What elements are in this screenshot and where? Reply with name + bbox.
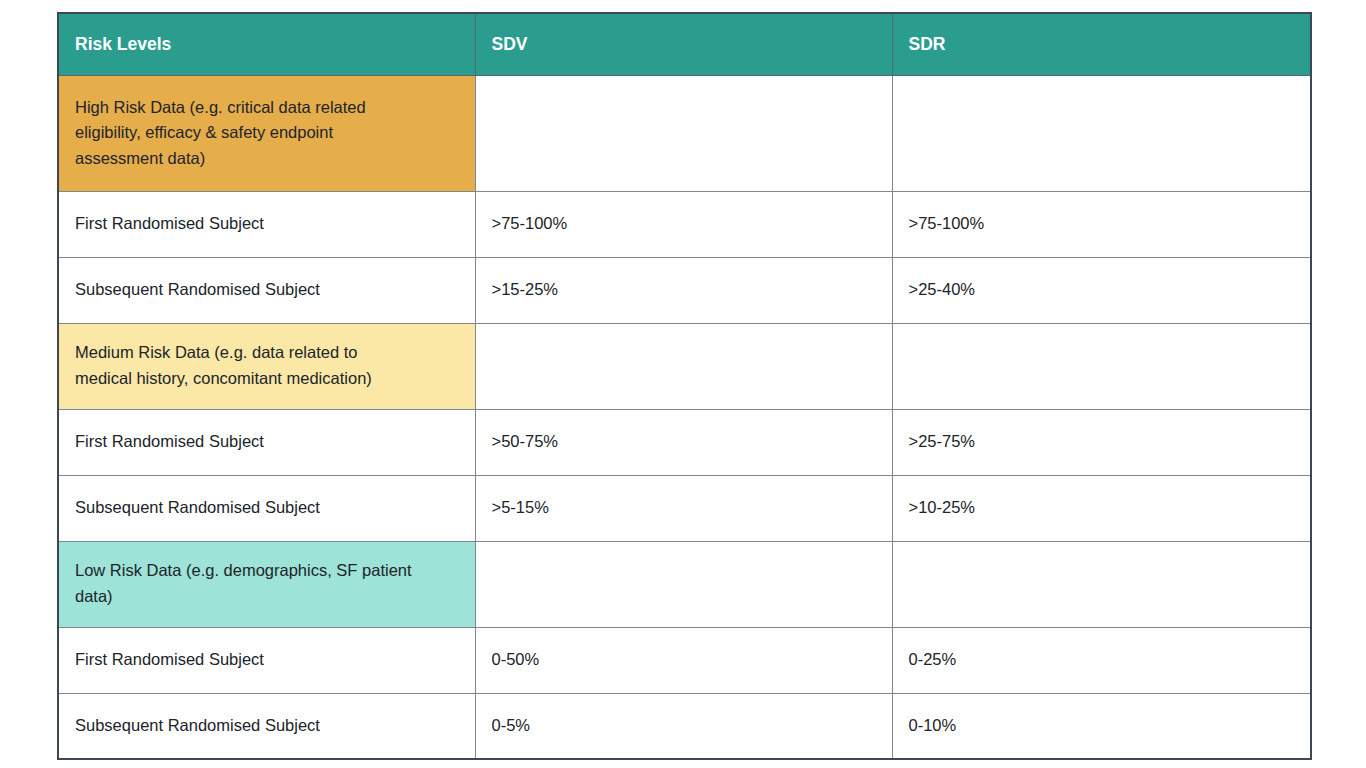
category-row-high: High Risk Data (e.g. critical data relat… — [58, 75, 1311, 191]
risk-label-cell: First Randomised Subject — [58, 191, 475, 257]
column-header-sdr: SDR — [892, 13, 1311, 75]
risk-label-cell: Subsequent Randomised Subject — [58, 257, 475, 323]
sdr-value-cell: >25-40% — [892, 257, 1311, 323]
table-row: First Randomised Subject 0-50% 0-25% — [58, 627, 1311, 693]
category-row-medium: Medium Risk Data (e.g. data related to m… — [58, 323, 1311, 409]
column-header-risk-levels: Risk Levels — [58, 13, 475, 75]
header-row: Risk Levels SDV SDR — [58, 13, 1311, 75]
table-row: Subsequent Randomised Subject 0-5% 0-10% — [58, 693, 1311, 759]
sdr-value-cell — [892, 75, 1311, 191]
sdv-value-cell: >50-75% — [475, 409, 892, 475]
risk-label-cell: Low Risk Data (e.g. demographics, SF pat… — [58, 541, 475, 627]
risk-label-cell: High Risk Data (e.g. critical data relat… — [58, 75, 475, 191]
sdv-value-cell — [475, 75, 892, 191]
sdr-value-cell — [892, 323, 1311, 409]
sdr-value-cell: >25-75% — [892, 409, 1311, 475]
sdv-value-cell: >75-100% — [475, 191, 892, 257]
table-header: Risk Levels SDV SDR — [58, 13, 1311, 75]
sdr-value-cell: 0-10% — [892, 693, 1311, 759]
risk-label-cell: First Randomised Subject — [58, 409, 475, 475]
sdr-value-cell: >75-100% — [892, 191, 1311, 257]
column-header-sdv: SDV — [475, 13, 892, 75]
sdr-value-cell: >10-25% — [892, 475, 1311, 541]
sdr-value-cell — [892, 541, 1311, 627]
sdv-value-cell: >5-15% — [475, 475, 892, 541]
sdv-value-cell: 0-5% — [475, 693, 892, 759]
category-row-low: Low Risk Data (e.g. demographics, SF pat… — [58, 541, 1311, 627]
sdv-value-cell: 0-50% — [475, 627, 892, 693]
risk-label-cell: Subsequent Randomised Subject — [58, 693, 475, 759]
table-body: High Risk Data (e.g. critical data relat… — [58, 75, 1311, 759]
sdr-value-cell: 0-25% — [892, 627, 1311, 693]
table-row: Subsequent Randomised Subject >5-15% >10… — [58, 475, 1311, 541]
table-row: First Randomised Subject >50-75% >25-75% — [58, 409, 1311, 475]
table-row: First Randomised Subject >75-100% >75-10… — [58, 191, 1311, 257]
risk-label-cell: Medium Risk Data (e.g. data related to m… — [58, 323, 475, 409]
sdv-value-cell — [475, 541, 892, 627]
sdv-value-cell — [475, 323, 892, 409]
risk-levels-table: Risk Levels SDV SDR High Risk Data (e.g.… — [57, 12, 1312, 760]
table-row: Subsequent Randomised Subject >15-25% >2… — [58, 257, 1311, 323]
sdv-value-cell: >15-25% — [475, 257, 892, 323]
risk-label-cell: Subsequent Randomised Subject — [58, 475, 475, 541]
risk-label-cell: First Randomised Subject — [58, 627, 475, 693]
